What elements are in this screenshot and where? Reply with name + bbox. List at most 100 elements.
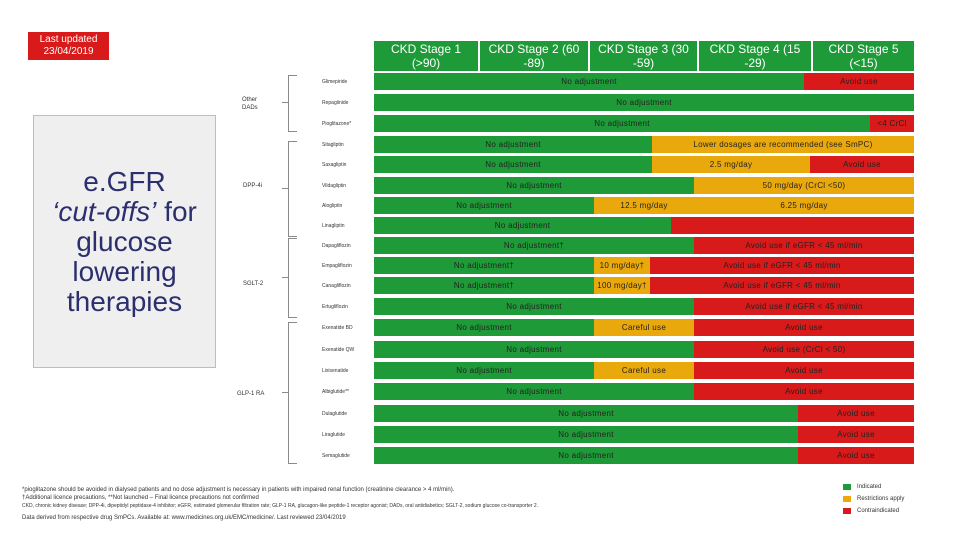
- dosing-cell-exenatide-qw-red: Avoid use (CrCl < 50): [694, 341, 914, 358]
- dosing-cell-linagliptin-red: [671, 217, 914, 234]
- dosing-cell-saxagliptin-green: No adjustment: [374, 156, 652, 173]
- footnote-abbreviations: CKD, chronic kidney disease; DPP-4i, dip…: [22, 503, 538, 509]
- footnote-licence: †Additional licence precautions, **Not l…: [22, 495, 259, 501]
- drug-label-lixisenatide: Lixisenatide: [322, 368, 349, 374]
- dosing-cell-exenatide-bd-yellow: Careful use: [594, 319, 694, 336]
- title-line-1: e.GFR: [83, 165, 166, 197]
- class-label-sglt2: SGLT-2: [243, 281, 264, 287]
- dosing-cell-canagliflozin-red: Avoid use if eGFR < 45 ml/min: [650, 277, 914, 294]
- drug-label-liraglutide: Liraglutide: [322, 432, 346, 438]
- drug-label-linagliptin: Linagliptin: [322, 223, 345, 229]
- dosing-cell-lixisenatide-red: Avoid use: [694, 362, 914, 379]
- last-updated-label: Last updated: [39, 34, 98, 45]
- drug-label-ertugliflozin: Ertugliflozin: [322, 304, 348, 310]
- drug-label-albiglutide: Albiglutide**: [322, 389, 349, 395]
- last-updated-date: 23/04/2019: [43, 46, 94, 57]
- dosing-cell-ertugliflozin-red: Avoid use if eGFR < 45 ml/min: [694, 298, 914, 315]
- dosing-cell-saxagliptin-red: Avoid use: [810, 156, 914, 173]
- page-title: e.GFR ‘cut-offs’ for glucose lowering th…: [52, 165, 197, 317]
- brace-tick: [282, 102, 288, 103]
- class-label-other-dads: Other DADs: [242, 97, 258, 111]
- stage-2-header: CKD Stage 2 (60 -89): [480, 41, 588, 71]
- dosing-cell-exenatide-bd-green: No adjustment: [374, 319, 594, 336]
- drug-label-repaglinide: Repaglinide: [322, 100, 349, 106]
- dosing-cell-canagliflozin-yellow: 100 mg/day†: [594, 277, 650, 294]
- legend-swatch-green: [843, 484, 851, 490]
- dosing-cell-semaglutide-green: No adjustment: [374, 447, 798, 464]
- title-box: e.GFR ‘cut-offs’ for glucose lowering th…: [33, 115, 216, 368]
- drug-label-dulaglutide: Dulaglutide: [322, 411, 348, 417]
- legend-item-restrictions: Restrictions apply: [843, 495, 904, 503]
- drug-label-vildagliptin: Vildagliptin: [322, 183, 347, 189]
- drug-label-sitagliptin: Sitagliptin: [322, 142, 344, 148]
- brace-tick: [282, 392, 288, 393]
- dosing-cell-liraglutide-red: Avoid use: [798, 426, 914, 443]
- brace-sglt2: [288, 238, 297, 318]
- dosing-cell-semaglutide-red: Avoid use: [798, 447, 914, 464]
- dosing-cell-empagliflozin-green: No adjustment†: [374, 257, 594, 274]
- brace-tick: [282, 277, 288, 278]
- dosing-cell-lixisenatide-yellow: Careful use: [594, 362, 694, 379]
- title-line-4: lowering: [72, 255, 177, 287]
- dosing-cell-dapagliflozin-red: Avoid use if eGFR < 45 ml/min: [694, 237, 914, 254]
- dosing-cell-dulaglutide-green: No adjustment: [374, 405, 798, 422]
- dosing-cell-alogliptin-green: No adjustment: [374, 197, 594, 214]
- dosing-cell-glimepiride-red: Avoid use: [804, 73, 914, 90]
- brace-glp1-ra: [288, 322, 297, 464]
- title-line-3: glucose: [76, 225, 173, 257]
- dosing-cell-dapagliflozin-green: No adjustment†: [374, 237, 694, 254]
- title-line-2: ‘cut-offs’ for: [52, 195, 197, 227]
- brace-other-dads: [288, 75, 297, 132]
- dosing-cell-vildagliptin-yellow: 50 mg/day (CrCl <50): [694, 177, 914, 194]
- brace-dpp4i: [288, 141, 297, 237]
- dosing-cell-albiglutide-red: Avoid use: [694, 383, 914, 400]
- dosing-cell-pioglitazone-red: <4 CrCl: [870, 115, 914, 132]
- drug-label-canagliflozin: Canagliflozin: [322, 283, 351, 289]
- footnote-source: Data derived from respective drug SmPCs.…: [22, 515, 346, 521]
- drug-label-exenatide-qw: Exenatide QW: [322, 347, 355, 353]
- drug-label-empagliflozin: Empagliflozin: [322, 263, 352, 269]
- drug-label-alogliptin: Alogliptin: [322, 203, 343, 209]
- stage-5-header: CKD Stage 5 (<15): [813, 41, 914, 71]
- legend-swatch-yellow: [843, 496, 851, 502]
- drug-label-glimepiride: Glimepiride: [322, 79, 348, 85]
- dosing-cell-albiglutide-green: No adjustment: [374, 383, 694, 400]
- dosing-cell-linagliptin-green: No adjustment: [374, 217, 671, 234]
- stage-1-header: CKD Stage 1 (>90): [374, 41, 478, 71]
- dosing-cell-glimepiride-green: No adjustment: [374, 73, 804, 90]
- dosing-cell-exenatide-qw-green: No adjustment: [374, 341, 694, 358]
- brace-tick: [282, 188, 288, 189]
- legend-item-contraindicated: Contraindicated: [843, 507, 904, 515]
- legend-swatch-red: [843, 508, 851, 514]
- legend: Indicated Restrictions apply Contraindic…: [843, 483, 904, 515]
- footnote-pioglitazone: *pioglitazone should be avoided in dialy…: [22, 487, 455, 493]
- dosing-cell-empagliflozin-red: Avoid use if eGFR < 45 ml/min: [650, 257, 914, 274]
- class-label-glp1-ra: GLP-1 RA: [237, 391, 265, 397]
- dosing-cell-alogliptin-yellow: 12.5 mg/day: [594, 197, 694, 214]
- dosing-cell-exenatide-bd-red: Avoid use: [694, 319, 914, 336]
- dosing-cell-alogliptin-yellow: 6.25 mg/day: [694, 197, 914, 214]
- last-updated-badge: Last updated 23/04/2019: [28, 32, 109, 60]
- dosing-cell-pioglitazone-green: No adjustment: [374, 115, 870, 132]
- dosing-cell-saxagliptin-yellow: 2.5 mg/day: [652, 156, 810, 173]
- dosing-cell-sitagliptin-green: No adjustment: [374, 136, 652, 153]
- class-label-dpp4i: DPP-4i: [243, 183, 263, 189]
- stage-3-header: CKD Stage 3 (30 -59): [590, 41, 697, 71]
- drug-label-semaglutide: Semaglutide: [322, 453, 350, 459]
- drug-label-exenatide-bd: Exenatide BD: [322, 325, 353, 331]
- dosing-cell-lixisenatide-green: No adjustment: [374, 362, 594, 379]
- dosing-cell-empagliflozin-yellow: 10 mg/day†: [594, 257, 650, 274]
- title-line-5: therapies: [66, 285, 183, 317]
- dosing-cell-canagliflozin-green: No adjustment†: [374, 277, 594, 294]
- dosing-cell-ertugliflozin-green: No adjustment: [374, 298, 694, 315]
- dosing-cell-dulaglutide-red: Avoid use: [798, 405, 914, 422]
- dosing-cell-liraglutide-green: No adjustment: [374, 426, 798, 443]
- legend-item-indicated: Indicated: [843, 483, 904, 491]
- dosing-cell-repaglinide-green: No adjustment: [374, 94, 914, 111]
- drug-label-pioglitazone: Pioglitazone*: [322, 121, 352, 127]
- dosing-cell-sitagliptin-yellow: Lower dosages are recommended (see SmPC): [652, 136, 914, 153]
- stage-4-header: CKD Stage 4 (15 -29): [699, 41, 811, 71]
- drug-label-dapagliflozin: Dapagliflozin: [322, 243, 351, 249]
- drug-label-saxagliptin: Saxagliptin: [322, 162, 347, 168]
- dosing-cell-vildagliptin-green: No adjustment: [374, 177, 694, 194]
